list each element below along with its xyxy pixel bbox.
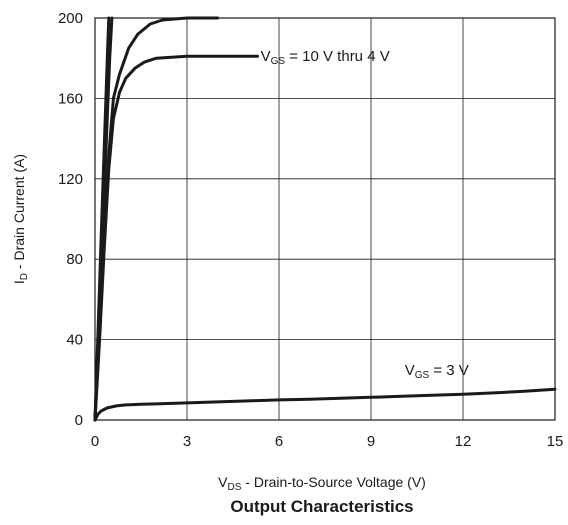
- x-axis-label-rest: - Drain-to-Source Voltage (V): [241, 474, 425, 490]
- series-line: [93, 387, 557, 422]
- y-tick-label: 200: [58, 10, 83, 27]
- annotation-sub: GS: [271, 56, 286, 67]
- series-line: [93, 54, 259, 422]
- y-axis-label-rest: - Drain Current (A): [11, 154, 27, 273]
- x-tick-label: 3: [183, 433, 191, 450]
- y-axis-label: ID - Drain Current (A): [11, 154, 30, 284]
- x-tick-labels: 0 3 6 9 12 15: [91, 433, 564, 450]
- x-tick-label: 9: [367, 433, 375, 450]
- annotation-main: V: [261, 48, 271, 65]
- annotation-rest: = 3 V: [429, 362, 469, 379]
- x-axis-label-main: V: [218, 474, 228, 490]
- y-tick-labels: 0 40 80 120 160 200: [58, 10, 83, 429]
- vgs-annotation: VGS = 3 V: [405, 362, 469, 381]
- x-axis-label-sub: DS: [228, 482, 242, 493]
- grid: [95, 18, 555, 420]
- x-axis-label: VDS - Drain-to-Source Voltage (V): [218, 474, 426, 493]
- annotation-sub: GS: [415, 370, 430, 381]
- annotation-main: V: [405, 362, 415, 379]
- series-line: [93, 16, 220, 422]
- y-axis-label-main: I: [11, 280, 27, 284]
- vgs-annotation: VGS = 10 V thru 4 V: [261, 48, 390, 67]
- y-axis-label-sub: D: [19, 273, 30, 280]
- y-tick-label: 0: [75, 412, 83, 429]
- y-tick-label: 160: [58, 90, 83, 107]
- y-tick-label: 40: [66, 332, 83, 349]
- chart-title: Output Characteristics: [230, 497, 413, 516]
- series-lines: [93, 16, 557, 422]
- y-tick-label: 80: [66, 251, 83, 268]
- x-tick-label: 12: [455, 433, 472, 450]
- x-tick-label: 15: [547, 433, 564, 450]
- y-tick-label: 120: [58, 171, 83, 188]
- x-tick-label: 6: [275, 433, 283, 450]
- annotation-rest: = 10 V thru 4 V: [285, 48, 390, 65]
- x-tick-label: 0: [91, 433, 99, 450]
- plot-frame: [94, 17, 556, 421]
